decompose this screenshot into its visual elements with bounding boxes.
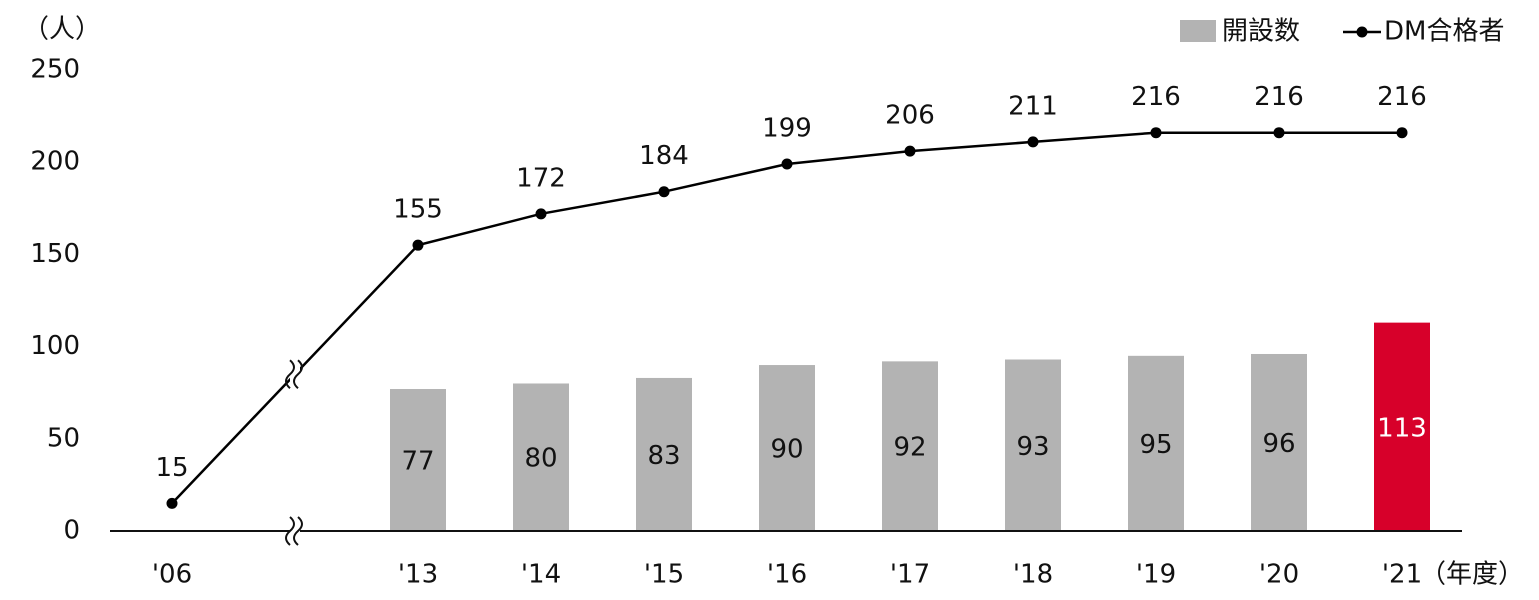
line-value-label: 172 (516, 163, 566, 193)
axis-break (285, 359, 303, 390)
bar (759, 365, 815, 531)
x-tick-label: '20 (1259, 560, 1299, 590)
x-tick-label: '15 (644, 560, 684, 590)
line-point (1396, 127, 1408, 139)
x-axis-label: （年度） (1420, 560, 1524, 590)
line-point (658, 186, 670, 198)
line-value-label: 199 (762, 114, 812, 144)
line-point (1273, 127, 1285, 139)
bar-value-label: 80 (524, 444, 557, 474)
line-point (535, 208, 547, 220)
bar-value-label: 77 (401, 447, 434, 477)
axis-break-gap (290, 360, 300, 389)
y-tick-label: 50 (47, 423, 80, 453)
x-tick-label: '17 (890, 560, 930, 590)
bar (513, 383, 569, 531)
bar (1128, 355, 1184, 531)
x-tick-label: '13 (398, 560, 438, 590)
line-value-label: 155 (393, 195, 443, 225)
y-axis-label: （人） (23, 15, 101, 45)
x-tick-label: '18 (1013, 560, 1053, 590)
line-value-label: 15 (155, 453, 188, 483)
legend-label: 開設数 (1222, 17, 1300, 47)
bar-value-label: 96 (1262, 429, 1295, 459)
legend-marker (1356, 26, 1368, 38)
axis-break-gap (290, 517, 300, 545)
line-point (904, 145, 916, 157)
x-tick-label: '21 (1382, 560, 1422, 590)
bar-value-label: 93 (1016, 432, 1049, 462)
bar-value-label: 92 (893, 433, 926, 463)
line-value-label: 216 (1377, 82, 1427, 112)
x-tick-label: '19 (1136, 560, 1176, 590)
bar-value-label: 90 (770, 435, 803, 465)
line (171, 131, 1402, 505)
line-point (412, 239, 424, 251)
x-tick-label: '14 (521, 560, 561, 590)
line-point (166, 497, 178, 509)
legend-label: DM合格者 (1384, 17, 1504, 47)
line-value-label: 216 (1131, 82, 1181, 112)
bar-value-label: 113 (1377, 413, 1427, 443)
line-value-label: 206 (885, 101, 935, 131)
y-tick-label: 150 (30, 239, 80, 269)
line-point (1150, 127, 1162, 139)
line-point (1027, 136, 1039, 148)
legend-swatch (1180, 20, 1216, 42)
y-tick-label: 100 (30, 331, 80, 361)
axis-break (285, 516, 303, 546)
y-tick-label: 250 (30, 55, 80, 85)
bar (1251, 353, 1307, 531)
y-tick-label: 0 (63, 516, 80, 546)
bar (390, 389, 446, 531)
bar (882, 361, 938, 531)
bar (1005, 359, 1061, 531)
bar-value-label: 95 (1139, 430, 1172, 460)
line-point (781, 158, 793, 170)
bar (636, 377, 692, 531)
bar (1374, 322, 1430, 531)
line-value-label: 211 (1008, 91, 1058, 121)
line-value-label: 184 (639, 141, 689, 171)
line-value-label: 216 (1254, 82, 1304, 112)
x-tick-label: '06 (152, 560, 192, 590)
bar-value-label: 83 (647, 441, 680, 471)
x-tick-label: '16 (767, 560, 807, 590)
y-tick-label: 200 (30, 147, 80, 177)
